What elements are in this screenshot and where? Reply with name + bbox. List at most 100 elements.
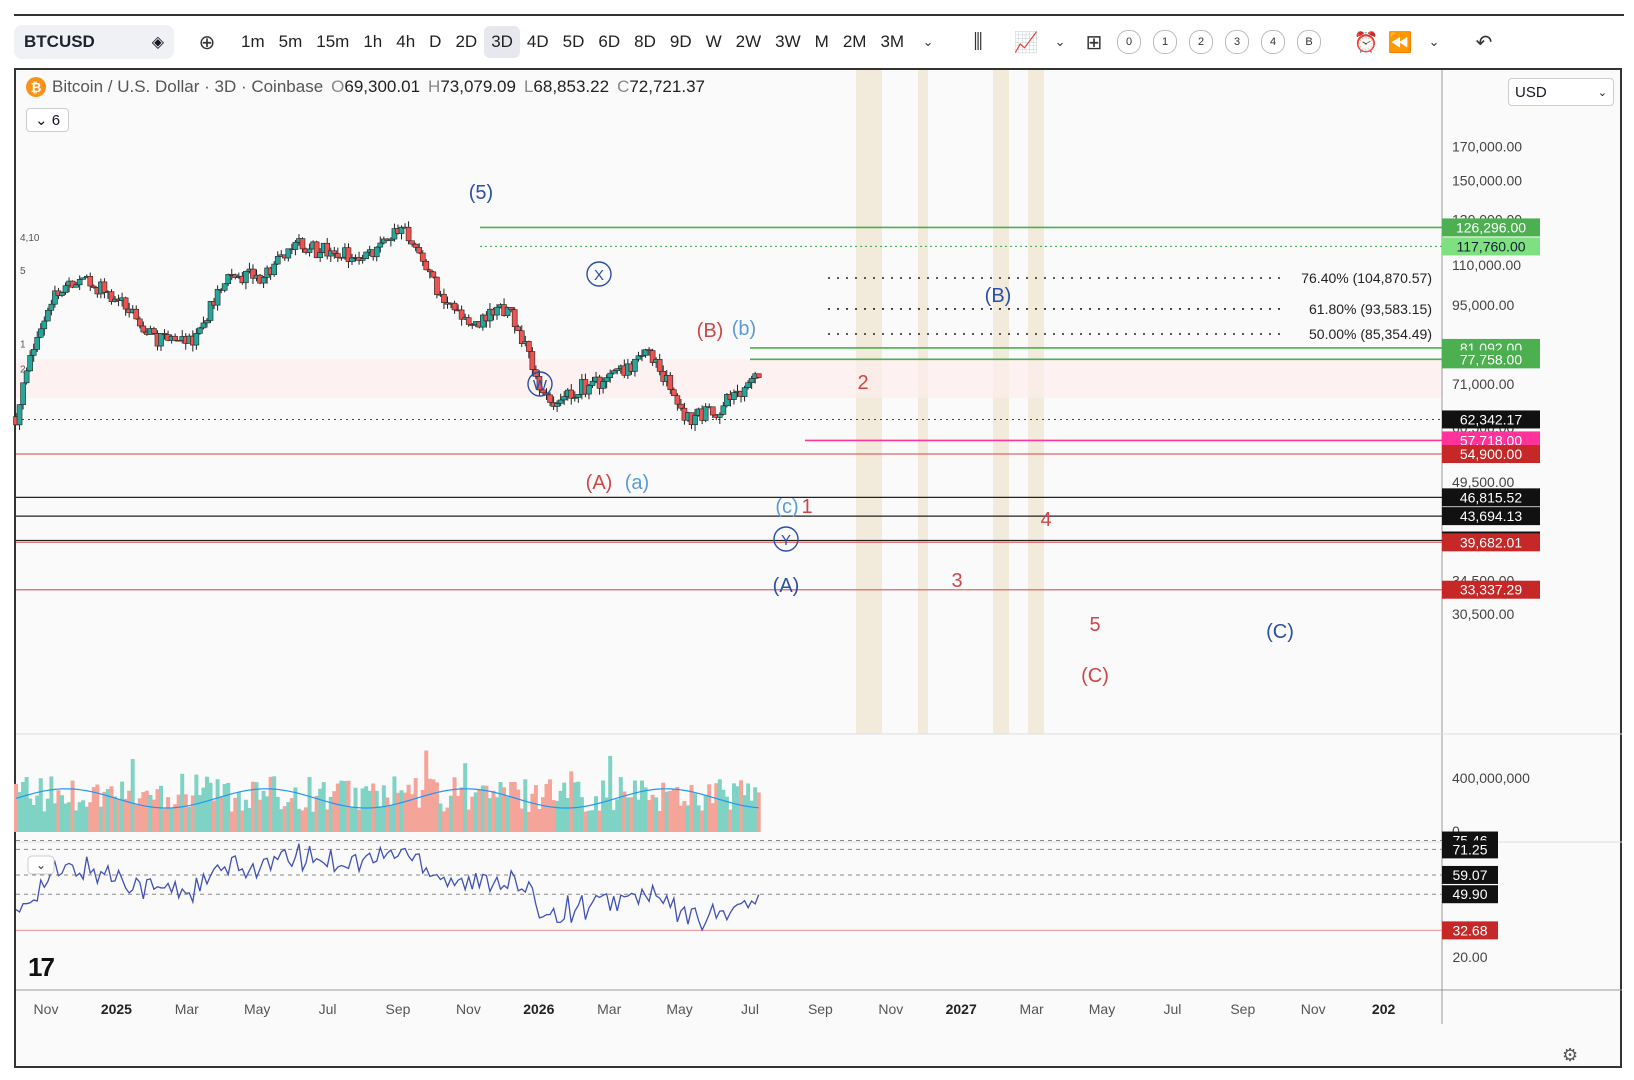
- interval-d[interactable]: D: [429, 32, 442, 51]
- layout-3[interactable]: 3: [1225, 30, 1250, 54]
- undo-icon[interactable]: ↶: [1475, 31, 1493, 54]
- high-label: H: [428, 77, 441, 96]
- time-tick-label: Sep: [808, 1001, 833, 1017]
- interval-6d[interactable]: 6D: [598, 32, 621, 51]
- candle-body: [45, 309, 51, 322]
- wave-label-1: X: [594, 267, 604, 284]
- replay-icon[interactable]: ⏪: [1387, 31, 1413, 54]
- candle-body: [76, 279, 83, 286]
- volume-bar: [611, 810, 616, 832]
- volume-bar: [56, 790, 61, 832]
- layout-1[interactable]: 1: [1153, 30, 1178, 54]
- currency-select[interactable]: USD ⌄: [1508, 78, 1614, 106]
- interval-4h[interactable]: 4h: [396, 32, 416, 51]
- indicators-icon[interactable]: 📈: [1013, 31, 1039, 54]
- volume-bar: [120, 781, 125, 832]
- volume-bar: [381, 785, 386, 832]
- candle-body: [317, 252, 323, 258]
- interval-1m[interactable]: 1m: [241, 32, 265, 51]
- layout-grid-icon[interactable]: ⊞: [1085, 31, 1103, 54]
- interval-4d[interactable]: 4D: [526, 32, 549, 51]
- indicator-collapse-chip[interactable]: ⌄ 6: [26, 108, 70, 132]
- wave-label-8: 1: [801, 496, 812, 518]
- layout-4[interactable]: 4: [1261, 30, 1286, 54]
- interval-2w[interactable]: 2W: [735, 32, 762, 51]
- volume-bar: [201, 787, 206, 832]
- wave-label-3: (B): [697, 320, 724, 342]
- volume-bar: [636, 799, 641, 832]
- interval-w[interactable]: W: [705, 32, 722, 51]
- candle-body: [649, 350, 656, 363]
- volume-bar: [569, 771, 574, 832]
- volume-bar: [449, 795, 454, 832]
- interval-9d[interactable]: 9D: [669, 32, 692, 51]
- layout-2[interactable]: 2: [1189, 30, 1214, 54]
- volume-bar: [406, 784, 411, 832]
- volume-bar: [548, 779, 553, 832]
- candle-body: [504, 307, 511, 316]
- layout-0[interactable]: 0: [1117, 30, 1142, 54]
- symbol-search[interactable]: BTCUSD ◈: [14, 25, 174, 59]
- interval-2d[interactable]: 2D: [455, 32, 478, 51]
- layout-b[interactable]: B: [1297, 30, 1322, 54]
- candle-body: [359, 258, 366, 261]
- chevron-down-icon: ⌄: [35, 112, 48, 129]
- interval-5m[interactable]: 5m: [278, 32, 303, 51]
- candle-body: [642, 349, 649, 356]
- volume-bar: [275, 796, 280, 832]
- candle-body: [197, 327, 203, 334]
- volume-bar: [98, 806, 103, 832]
- alert-clock-icon[interactable]: ⏰: [1353, 31, 1379, 54]
- candle-body: [122, 297, 129, 310]
- fib-label-0: 76.40% (104,870.57): [1301, 270, 1432, 286]
- interval-15m[interactable]: 15m: [316, 32, 350, 51]
- interval-3m[interactable]: 3M: [880, 32, 905, 51]
- volume-bar: [173, 804, 178, 832]
- volume-bar: [236, 792, 241, 832]
- level-tag-label-11: 33,337.29: [1460, 582, 1522, 598]
- volume-bar: [247, 807, 252, 832]
- settings-gear-icon[interactable]: ⚙: [1562, 1045, 1579, 1065]
- interval-3d[interactable]: 3D: [484, 26, 520, 58]
- volume-bar: [388, 804, 393, 832]
- level-tag-1: [1442, 237, 1540, 256]
- volume-bar: [31, 804, 36, 832]
- interval-5d[interactable]: 5D: [562, 32, 585, 51]
- volume-bar: [95, 784, 100, 832]
- collapsed-count: 6: [51, 112, 61, 129]
- volume-bar: [134, 804, 139, 832]
- interval-2m[interactable]: 2M: [842, 32, 867, 51]
- interval-3w[interactable]: 3W: [775, 32, 801, 51]
- candle-body: [589, 380, 596, 386]
- candle-body: [511, 309, 518, 328]
- wave-label-13: 4: [1040, 509, 1051, 531]
- time-tick-label: Nov: [456, 1001, 481, 1017]
- candle-type-icon[interactable]: ⫼: [973, 30, 983, 53]
- candle-body: [243, 270, 249, 284]
- volume-bar: [59, 795, 64, 832]
- fib-label-bg-1: [1284, 298, 1434, 317]
- rsi-tick-label: 59.07: [1452, 867, 1487, 883]
- volume-bar: [105, 788, 110, 832]
- interval-1h[interactable]: 1h: [363, 32, 383, 51]
- add-symbol-icon[interactable]: ⊕: [198, 31, 216, 54]
- rsi-tag-2: [1442, 865, 1498, 884]
- chevron-down-icon[interactable]: ⌄: [1054, 34, 1066, 49]
- volume-bar: [555, 800, 560, 832]
- rsi-tag-3: [1442, 885, 1498, 904]
- volume-bar: [279, 809, 284, 832]
- symbol-name: BTCUSD: [24, 32, 95, 51]
- volume-bar: [509, 782, 514, 832]
- volume-bar: [385, 797, 390, 832]
- volume-bar: [629, 797, 634, 832]
- chevron-down-icon[interactable]: ⌄: [1428, 34, 1440, 49]
- compare-diamond-icon[interactable]: ◈: [151, 34, 164, 51]
- candle-body: [409, 240, 415, 245]
- chevron-down-icon[interactable]: ⌄: [922, 34, 934, 49]
- fib-label-bg-0: [1284, 267, 1434, 286]
- interval-8d[interactable]: 8D: [634, 32, 656, 51]
- volume-bar: [519, 808, 524, 832]
- interval-m[interactable]: M: [814, 32, 829, 51]
